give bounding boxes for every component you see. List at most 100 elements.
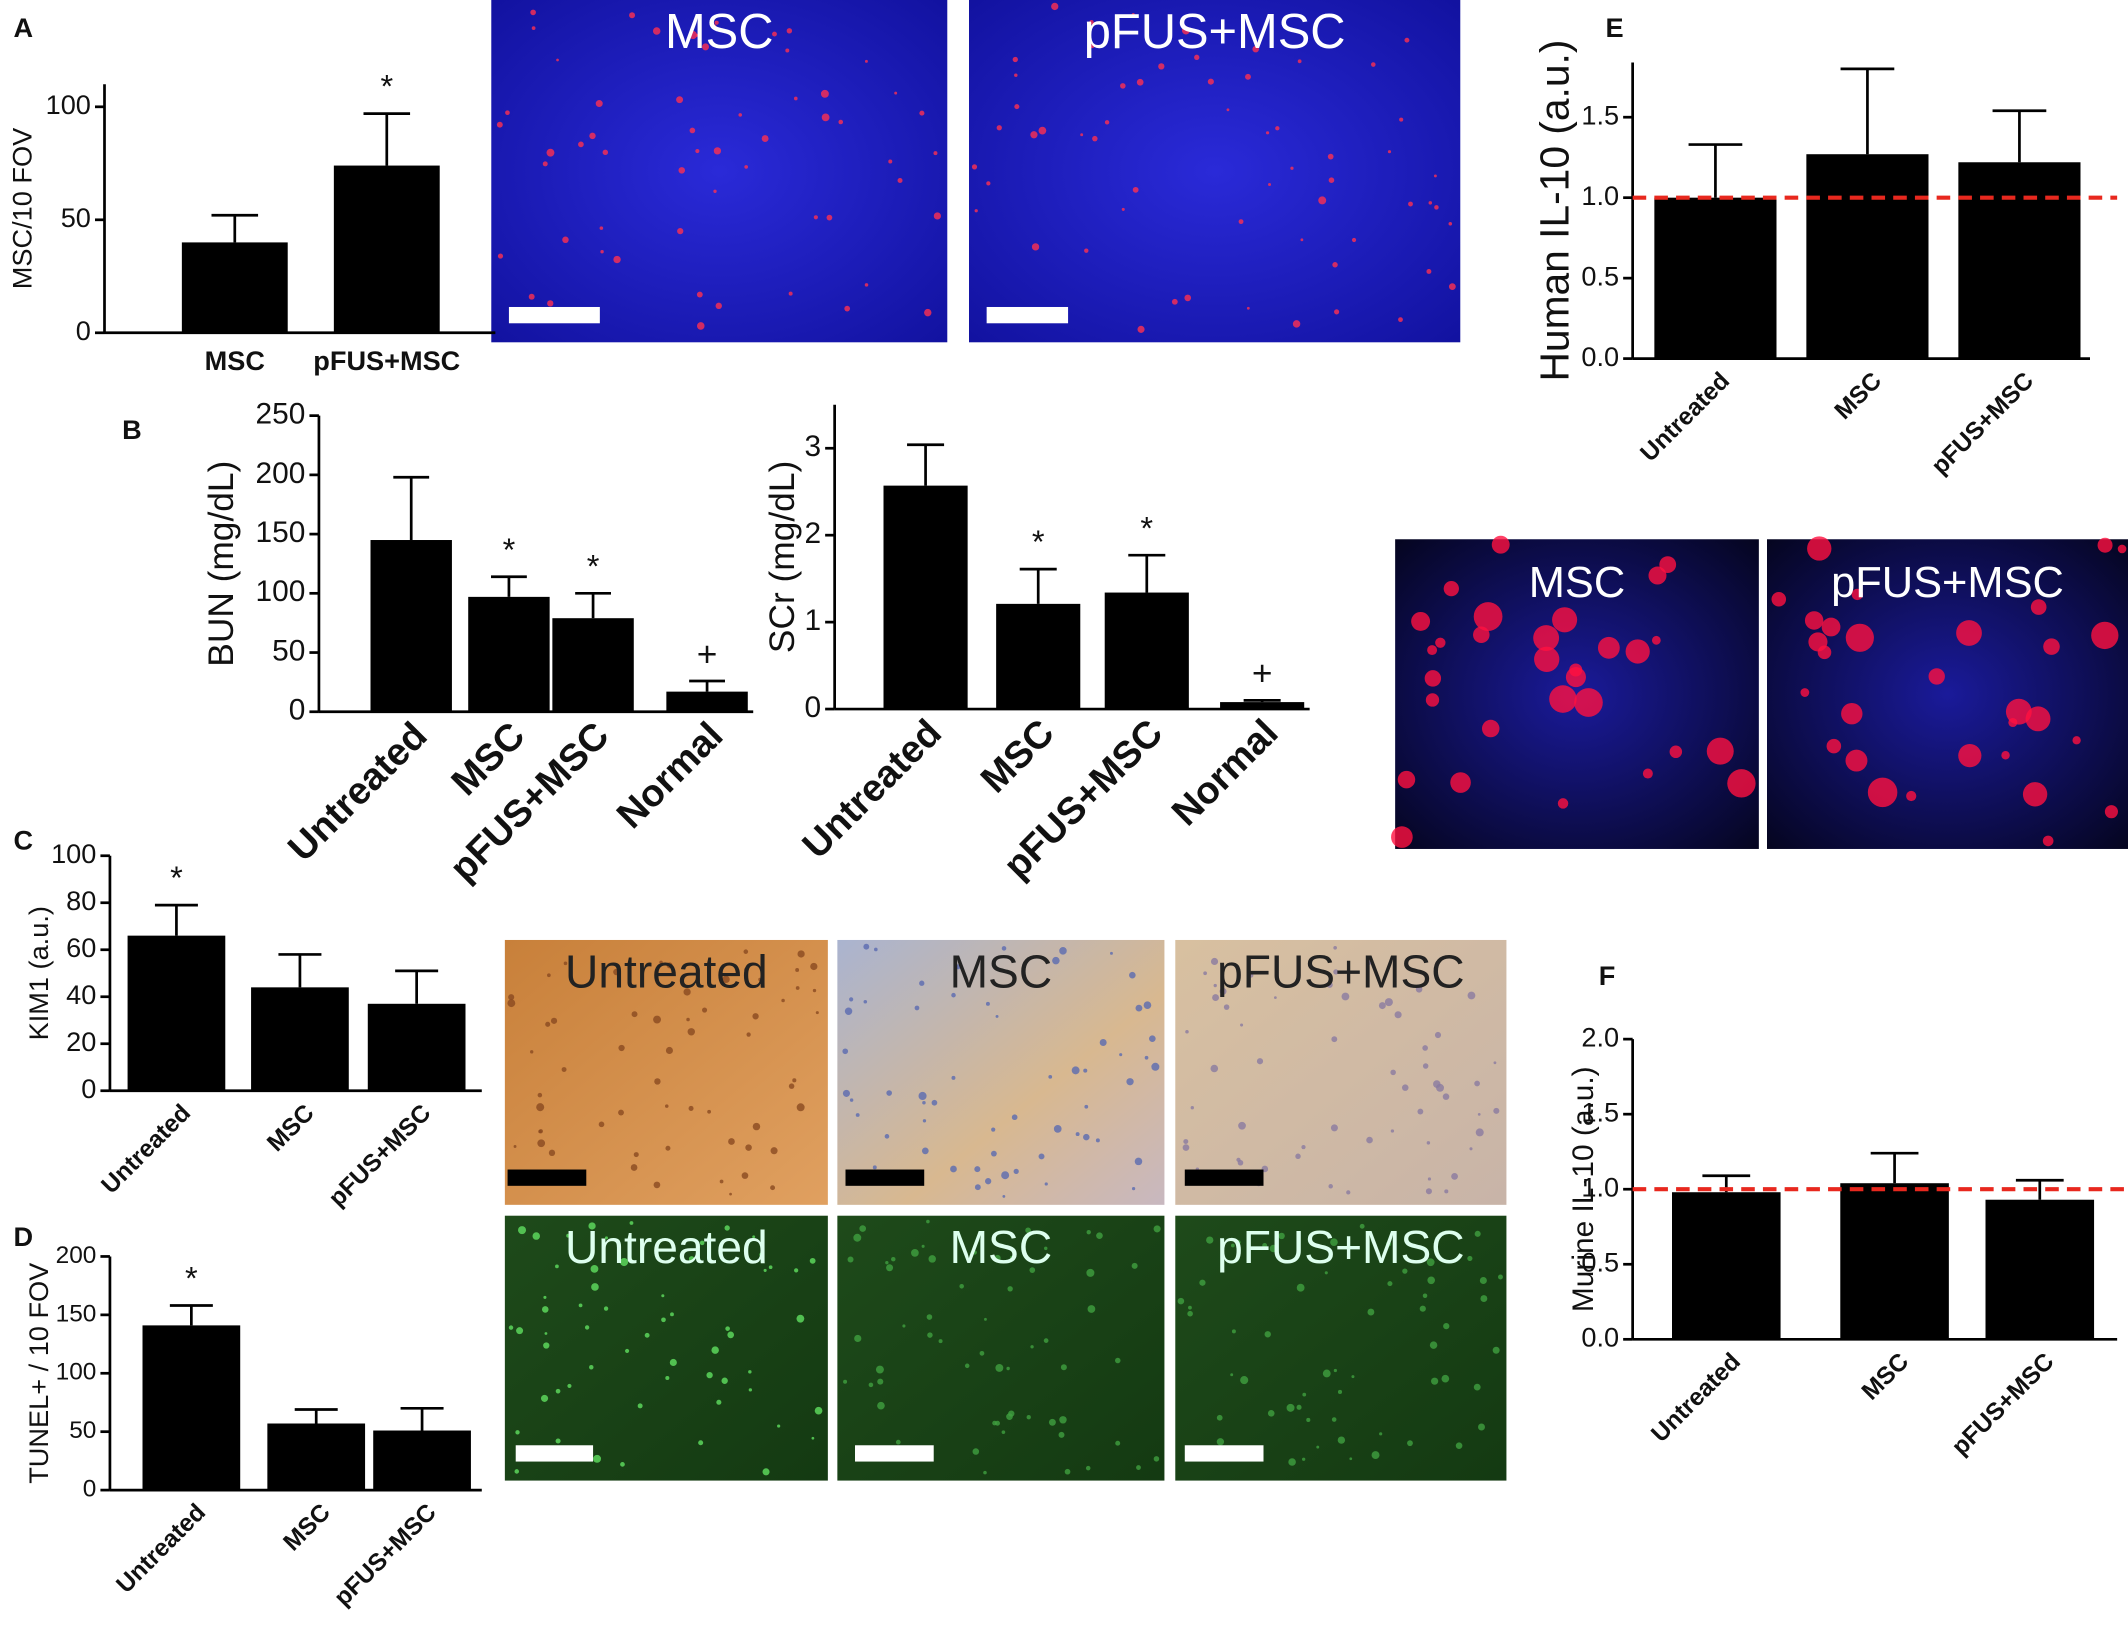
micrograph-speck [1230,1373,1234,1377]
micrograph-speck [1131,1262,1138,1269]
y-tick-label: 100 [56,1359,97,1386]
micrograph-speck [1265,131,1270,135]
micrograph-speck [1075,1132,1080,1137]
scale-bar [845,1169,925,1186]
micrograph-speck [1301,1144,1306,1150]
y-tick-label: 2 [804,517,821,550]
micrograph-speck [1467,991,1476,1000]
micrograph-speck [1302,1392,1307,1397]
micrograph-speck [1051,2,1059,11]
micrograph-speck [590,1265,599,1273]
micrograph-speck [1417,1108,1424,1115]
micrograph-speck [1153,1225,1161,1233]
y-tick-label: 50 [61,202,91,233]
annotation: * [1032,524,1045,560]
micrograph-speck [770,1147,778,1155]
micrograph-speck [678,167,686,174]
micrograph-speck [1011,1114,1018,1121]
y-tick-label: 1.5 [1581,99,1619,130]
y-tick-label: 0 [76,315,91,346]
micrograph-speck [1349,1457,1353,1461]
micrograph-speck [567,1383,572,1388]
x-tick-label: Normal [1164,712,1286,834]
micrograph-speck [1053,1125,1062,1133]
micrograph-speck [2072,736,2081,745]
micrograph-speck [795,968,800,972]
micrograph-speck [1334,309,1340,315]
micrograph-speck [2042,835,2054,847]
micrograph-speck [1086,1268,1095,1277]
bar [1672,1192,1781,1340]
micrograph-speck [1199,1279,1206,1286]
micrograph-speck [1213,983,1217,988]
micrograph-speck [744,967,749,972]
micrograph-speck [877,1401,885,1410]
bar [251,987,349,1091]
bar [1806,154,1929,359]
micrograph-speck [926,1314,933,1320]
micrograph-speck [1085,1465,1091,1471]
scale-bar [1184,1445,1264,1462]
y-tick-label: 20 [66,1026,96,1057]
micrograph-speck [1236,1240,1241,1245]
y-tick-label: 40 [66,979,96,1010]
micrograph-speck [796,1314,805,1323]
micrograph-speck [922,1119,927,1123]
micrograph-speck [618,1044,625,1052]
micrograph-speck [1706,737,1734,765]
micrograph-speck [665,1375,670,1381]
micrograph-speck [1269,1244,1278,1253]
micrograph-speck [719,1179,724,1184]
micrograph-speck [1450,772,1471,793]
micrograph-speck [972,1448,980,1455]
micrograph-speck [1238,219,1244,225]
annotation: * [185,1261,198,1297]
micrograph-speck [843,1379,848,1384]
micrograph-speck [786,28,793,34]
micrograph-speck [974,1184,981,1191]
micrograph-speck [665,1145,671,1151]
micrograph-speck [919,980,925,986]
y-tick-label: 0.0 [1581,341,1619,372]
micrograph-speck [1001,946,1007,951]
micrograph-label: MSC [950,1221,1053,1273]
micrograph-speck [1330,1238,1338,1246]
micrograph-speck [785,48,790,53]
micrograph-speck [1366,1136,1373,1144]
micrograph-speck [868,1382,874,1388]
bar [468,596,550,712]
micrograph-speck [1275,126,1280,131]
micrograph-speck [911,1248,919,1257]
micrograph-speck [1238,1121,1246,1130]
micrograph-speck [926,1219,930,1224]
micrograph-speck [1807,536,1832,561]
micrograph-speck [653,1181,661,1189]
micrograph-speck [1642,768,1653,779]
micrograph-speck [812,988,817,993]
micrograph [837,939,1165,1205]
micrograph-speck [1443,580,1459,597]
micrograph-speck [1367,1308,1375,1316]
micrograph-speck [1182,1144,1190,1151]
y-tick-label: 250 [256,398,306,431]
micrograph-speck [959,1284,964,1289]
micrograph-speck [793,96,798,101]
micrograph-speck [1007,1286,1013,1292]
x-tick-label: Untreated [280,715,435,870]
micrograph-speck [897,177,903,183]
micrograph-speck [1574,688,1603,717]
micrograph-speck [1371,1451,1380,1460]
micrograph-speck [1143,1001,1152,1009]
micrograph-speck [1296,1404,1302,1410]
micrograph-speck [604,1236,608,1240]
micrograph-speck [1341,992,1350,1001]
micrograph-speck [1958,744,1982,768]
micrograph-speck [921,1244,925,1248]
micrograph-speck [795,986,800,990]
micrograph-speck [762,1468,770,1476]
micrograph-speck [752,1235,756,1239]
micrograph-speck [768,1265,773,1270]
micrograph-speck [630,1164,638,1171]
micrograph-speck [1552,607,1578,633]
micrograph-speck [796,1103,805,1112]
